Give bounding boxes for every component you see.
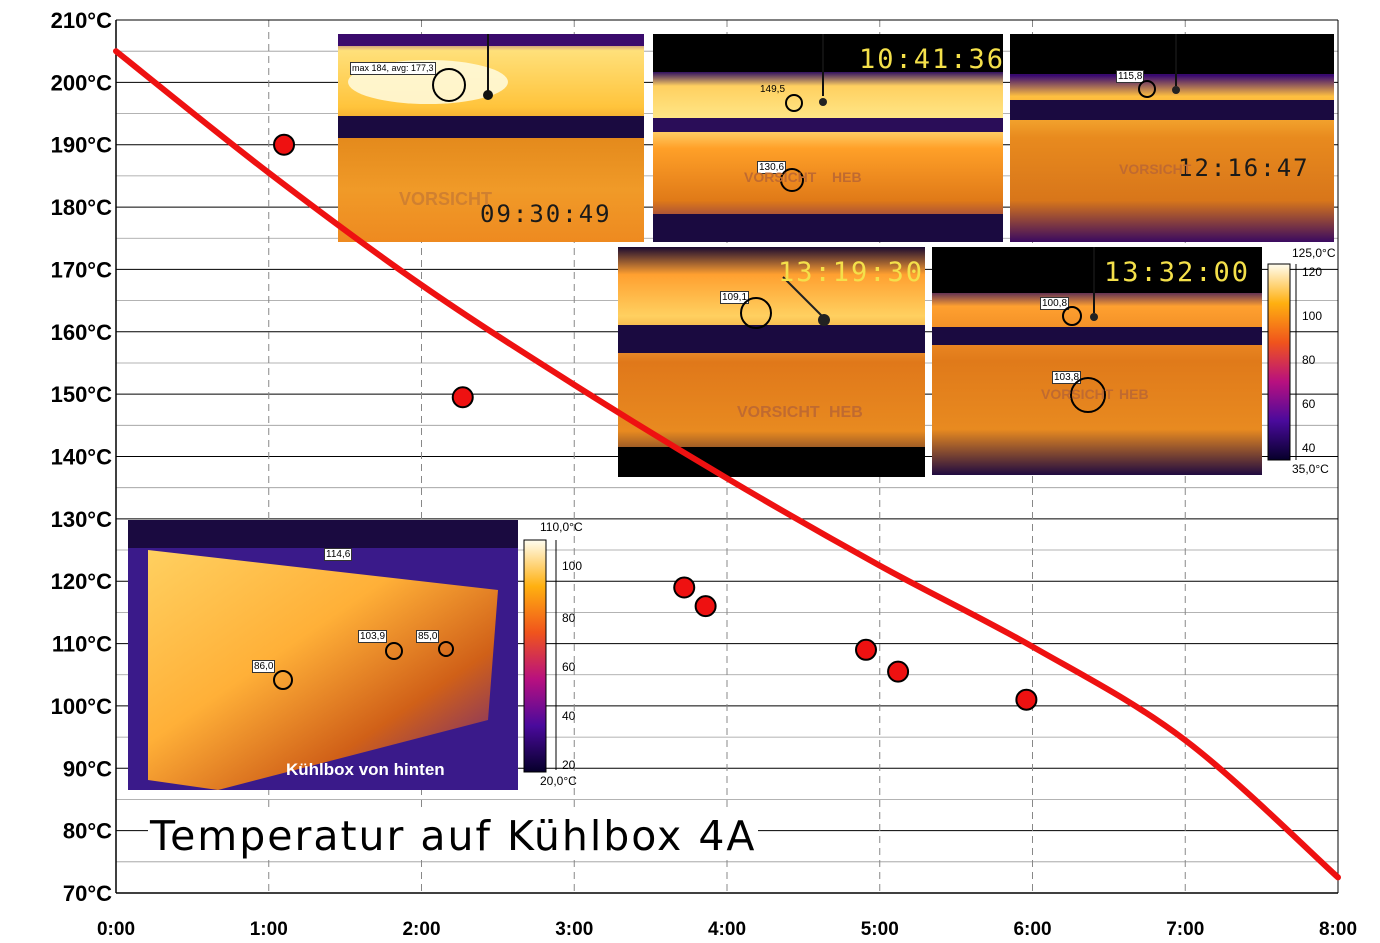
- x-tick-label: 2:00: [402, 919, 440, 940]
- x-tick-label: 7:00: [1166, 919, 1204, 940]
- scale-tick: 60: [562, 660, 576, 674]
- thermal-image-2: 10:41:36 149,5 130,6 VORSICHT HEB: [653, 34, 1003, 242]
- image-text: VORSICHT: [744, 169, 817, 185]
- scale-tick: 100: [562, 559, 583, 573]
- scale-min: 35,0°C: [1292, 462, 1329, 476]
- spot-value: 115,8: [1116, 70, 1145, 83]
- scale-max: 110,0°C: [540, 520, 583, 534]
- measurement-circle: [740, 297, 772, 329]
- scale-tick: 80: [562, 611, 576, 625]
- spot-value: 149,5: [760, 84, 786, 95]
- y-tick-label: 190°C: [51, 133, 113, 158]
- y-tick-label: 100°C: [51, 694, 113, 719]
- x-tick-label: 8:00: [1319, 919, 1357, 940]
- inset-photo: [128, 520, 518, 790]
- y-tick-label: 80°C: [63, 819, 112, 844]
- scale-gradient: [1267, 263, 1297, 461]
- temperature-scale-right: 125,0°C 120 100 80 60 40 35,0°C: [1266, 246, 1346, 476]
- timestamp: 12:16:47: [1178, 154, 1310, 182]
- y-tick-label: 200°C: [51, 70, 113, 95]
- thermal-image-4: 13:19:30 109,1 VORSICHT HEB: [618, 247, 925, 477]
- spot-value: 103,9: [358, 630, 388, 643]
- y-tick-label: 150°C: [51, 382, 113, 407]
- image-text: VORSICHT: [399, 189, 493, 209]
- spot-value: 114,6: [324, 548, 353, 561]
- y-tick-label: 130°C: [51, 507, 113, 532]
- timestamp: 10:41:36: [859, 44, 1003, 75]
- inset-caption: Kühlbox von hinten: [286, 760, 445, 779]
- inset-thermal-image: 114,6 103,9 85,0 86,0 Kühlbox von hinten: [128, 520, 518, 790]
- timestamp: 13:19:30: [778, 257, 925, 288]
- image-text: HEB: [1119, 386, 1149, 402]
- x-tick-label: 3:00: [555, 919, 593, 940]
- y-tick-label: 170°C: [51, 257, 113, 282]
- x-tick-label: 5:00: [861, 919, 899, 940]
- measurement-circle: [273, 670, 293, 690]
- image-text: VORSICHT: [737, 404, 820, 421]
- x-tick-label: 6:00: [1013, 919, 1051, 940]
- scale-tick: 120: [1302, 265, 1323, 279]
- scale-tick: 80: [1302, 353, 1316, 367]
- scale-tick: 100: [1302, 309, 1323, 323]
- y-tick-label: 120°C: [51, 569, 113, 594]
- measurement-circle: [785, 94, 803, 112]
- spot-value: 85,0: [416, 630, 440, 643]
- scale-tick: 20: [562, 758, 576, 772]
- image-text: HEB: [829, 404, 863, 421]
- scale-min: 20,0°C: [540, 774, 577, 788]
- scale-tick: 40: [562, 709, 576, 723]
- thermal-image-1: max 184, avg: 177,3 09:30:49 VORSICHT: [338, 34, 644, 242]
- scale-tick: 40: [1302, 441, 1316, 455]
- timestamp: 09:30:49: [480, 200, 612, 228]
- temperature-scale-inset: 110,0°C 100 80 60 40 20 20,0°C: [522, 520, 602, 790]
- timestamp: 13:32:00: [1104, 257, 1251, 288]
- y-tick-label: 140°C: [51, 445, 113, 470]
- x-tick-label: 0:00: [97, 919, 135, 940]
- y-tick-label: 90°C: [63, 756, 112, 781]
- x-tick-label: 4:00: [708, 919, 746, 940]
- y-tick-label: 210°C: [51, 8, 113, 33]
- scale-gradient: [523, 539, 557, 773]
- image-text: VORSICHT: [1119, 161, 1192, 177]
- measurement-circle: [438, 641, 454, 657]
- image-text: VORSICHT: [1041, 386, 1114, 402]
- y-tick-label: 70°C: [63, 881, 112, 906]
- thermal-photo-3: [1010, 34, 1334, 242]
- y-tick-label: 110°C: [52, 632, 112, 657]
- measurement-circle: [1138, 80, 1156, 98]
- thermal-image-3: 115,8 12:16:47 VORSICHT: [1010, 34, 1334, 242]
- scale-tick: 60: [1302, 397, 1316, 411]
- chart-title: Temperatur auf Kühlbox 4A: [148, 812, 759, 860]
- readout-tag: max 184, avg: 177,3: [350, 62, 436, 75]
- measurement-circle: [1062, 306, 1082, 326]
- y-tick-label: 180°C: [51, 195, 113, 220]
- image-text: HEB: [832, 169, 862, 185]
- x-tick-label: 1:00: [250, 919, 288, 940]
- scale-max: 125,0°C: [1292, 246, 1336, 260]
- measurement-circle: [432, 68, 466, 102]
- tick-labels: 70°C 80°C 90°C 100°C 110°C 120°C 130°C 140°C 150…: [51, 8, 1357, 940]
- spot-value: 86,0: [252, 660, 276, 673]
- y-tick-label: 160°C: [51, 320, 113, 345]
- thermal-image-5: 13:32:00 100,8 103,8 VORSICHT HEB: [932, 247, 1262, 475]
- measurement-circle: [385, 642, 403, 660]
